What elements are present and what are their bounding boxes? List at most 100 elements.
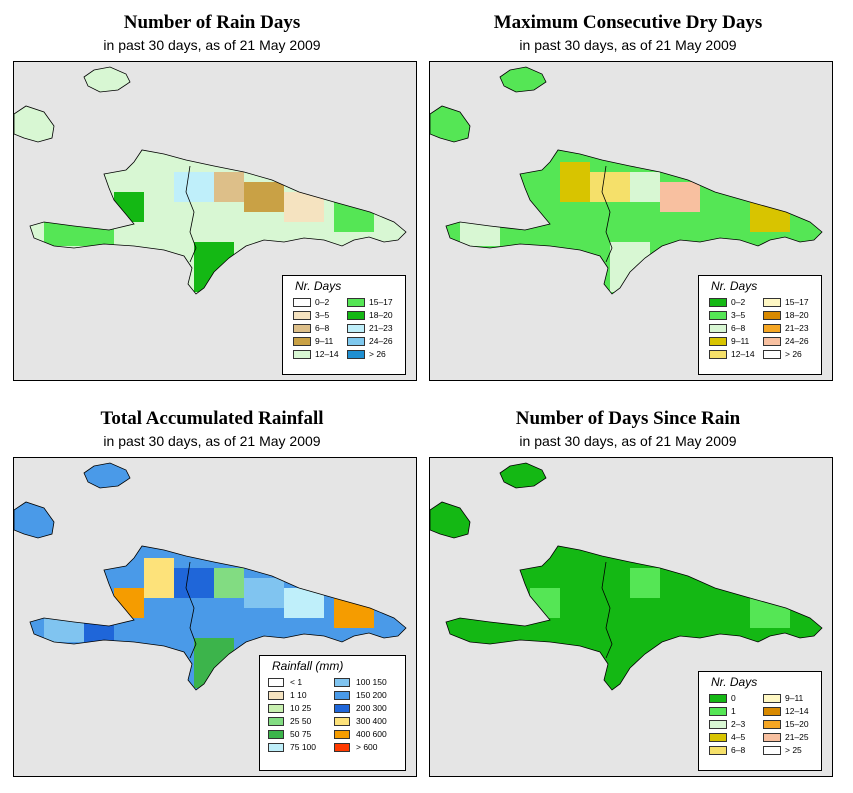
grid-cell xyxy=(610,638,650,688)
legend-swatch xyxy=(334,716,350,726)
legend-label: 24–26 xyxy=(369,336,393,346)
legend-label: 2–3 xyxy=(731,719,746,729)
country-border xyxy=(601,165,613,263)
legend-item: > 26 xyxy=(763,348,802,360)
legend-item: 24–26 xyxy=(347,335,393,347)
legend-swatch xyxy=(293,349,311,359)
legend-label: 10 25 xyxy=(290,703,312,713)
legend-item: 2–3 xyxy=(709,718,745,730)
map-title: Number of Rain Days xyxy=(123,12,301,33)
legend-label: 0–2 xyxy=(731,297,746,307)
legend-item: 12–14 xyxy=(709,348,755,360)
legend-item: 21–23 xyxy=(763,322,809,334)
legend-swatch xyxy=(334,690,350,700)
legend-swatch xyxy=(709,323,727,333)
legend-item: 400 600 xyxy=(334,728,387,740)
legend-item: 75 100 xyxy=(268,741,316,753)
grid-cell xyxy=(660,182,700,212)
legend-item: 0–2 xyxy=(709,296,745,308)
legend-item: 6–8 xyxy=(709,322,745,334)
legend-item: 6–8 xyxy=(293,322,329,334)
map-title: Total Accumulated Rainfall xyxy=(100,408,324,429)
legend-swatch xyxy=(763,323,781,333)
legend-swatch xyxy=(268,690,284,700)
grid-cell xyxy=(500,222,530,246)
legend-swatch xyxy=(709,297,727,307)
legend-swatch xyxy=(347,349,365,359)
grid-cell xyxy=(630,568,660,598)
legend-label: 1 xyxy=(731,706,736,716)
legend-label: 15–17 xyxy=(785,297,809,307)
legend-label: 6–8 xyxy=(731,745,746,755)
legend-item: 0 xyxy=(709,692,736,704)
legend-label: 50 75 xyxy=(290,729,312,739)
legend-item: 24–26 xyxy=(763,335,809,347)
legend-item: > 25 xyxy=(763,744,802,756)
legend-item: 15–17 xyxy=(763,296,809,308)
grid-cell xyxy=(284,588,324,618)
grid-cell xyxy=(630,172,660,202)
grid-cell xyxy=(334,598,374,628)
legend-label: 18–20 xyxy=(369,310,393,320)
grid-cell xyxy=(460,222,500,246)
legend-label: 21–23 xyxy=(785,323,809,333)
grid-cell xyxy=(750,202,790,232)
legend-item: 4–5 xyxy=(709,731,745,743)
grid-cell xyxy=(144,558,174,598)
legend-label: 4–5 xyxy=(731,732,746,742)
grid-cell xyxy=(560,558,590,598)
legend-item: 25 50 xyxy=(268,715,311,727)
map-subtitle: in past 30 days, as of 21 May 2009 xyxy=(103,37,321,53)
grid-cell xyxy=(244,578,284,608)
legend-item: 50 75 xyxy=(268,728,311,740)
legend-title: Nr. Days xyxy=(711,279,758,293)
legend-swatch xyxy=(709,310,727,320)
grid-cell xyxy=(174,568,214,598)
grid-cell xyxy=(590,568,630,598)
grid-cell xyxy=(214,568,244,598)
grid-cell xyxy=(750,598,790,628)
legend-label: 75 100 xyxy=(290,742,316,752)
legend-swatch xyxy=(763,297,781,307)
legend-item: < 1 xyxy=(268,676,302,688)
legend-item: 9–11 xyxy=(293,335,333,347)
legend-item: 300 400 xyxy=(334,715,387,727)
legend-label: > 26 xyxy=(369,349,386,359)
legend-item: 9–11 xyxy=(763,692,803,704)
legend-item: 150 200 xyxy=(334,689,387,701)
legend-label: 18–20 xyxy=(785,310,809,320)
legend-label: 15–17 xyxy=(369,297,393,307)
legend-label: > 26 xyxy=(785,349,802,359)
legend-swatch xyxy=(347,297,365,307)
grid-cell xyxy=(700,192,740,222)
map-legend: Nr. Days 0–2 3–5 6–8 9–11 12–14 15–17 18… xyxy=(698,275,822,375)
grid-cell xyxy=(334,202,374,232)
legend-swatch xyxy=(334,677,350,687)
map-svg xyxy=(430,462,823,691)
legend-label: 24–26 xyxy=(785,336,809,346)
grid-cell xyxy=(500,618,530,642)
legend-swatch xyxy=(268,716,284,726)
legend-swatch xyxy=(347,310,365,320)
legend-item: 15–17 xyxy=(347,296,393,308)
legend-item: 1 10 xyxy=(268,689,307,701)
legend-item: 18–20 xyxy=(347,309,393,321)
legend-title: Rainfall (mm) xyxy=(272,659,344,673)
legend-swatch xyxy=(709,732,727,742)
map-legend: Nr. Days 0–2 3–5 6–8 9–11 12–14 15–17 18… xyxy=(282,275,406,375)
legend-label: 3–5 xyxy=(731,310,746,320)
legend-swatch xyxy=(709,719,727,729)
map-svg xyxy=(430,66,823,295)
legend-item: 10 25 xyxy=(268,702,311,714)
legend-swatch xyxy=(334,742,350,752)
map-svg xyxy=(14,462,407,691)
legend-item: 6–8 xyxy=(709,744,745,756)
legend-label: 200 300 xyxy=(356,703,387,713)
legend-swatch xyxy=(709,349,727,359)
legend-swatch xyxy=(334,703,350,713)
map-subtitle: in past 30 days, as of 21 May 2009 xyxy=(103,433,321,449)
legend-swatch xyxy=(763,693,781,703)
grid-cell xyxy=(284,192,324,222)
legend-swatch xyxy=(763,336,781,346)
legend-swatch xyxy=(763,706,781,716)
